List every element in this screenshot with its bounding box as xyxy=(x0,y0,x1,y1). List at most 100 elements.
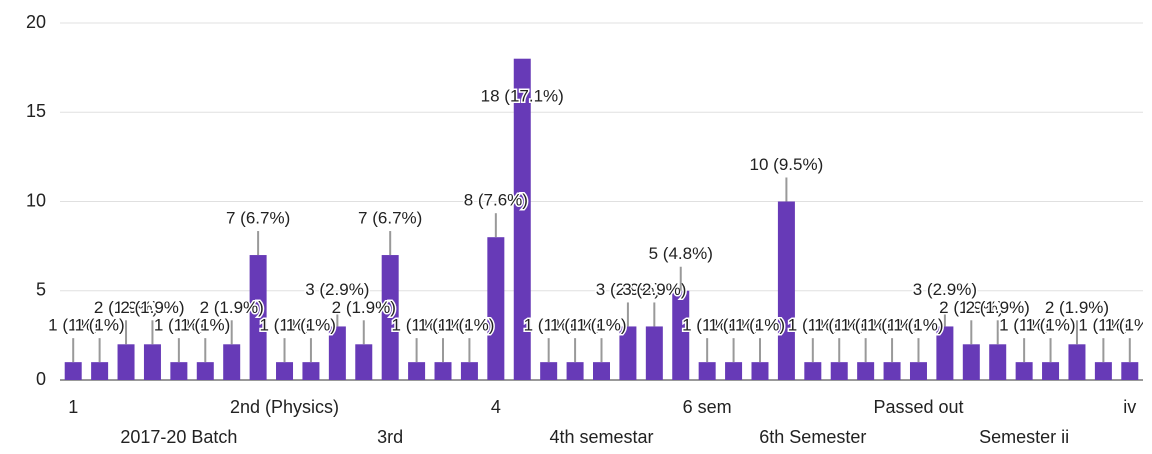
x-tick-label: Passed out xyxy=(873,397,963,417)
value-label: 1 (1%) xyxy=(524,316,574,335)
bar xyxy=(619,326,637,380)
value-label: 1 (1%) xyxy=(893,316,943,335)
value-label: 3 (2.9%) xyxy=(596,280,660,299)
bars xyxy=(64,58,1139,380)
bar xyxy=(276,362,294,380)
bar xyxy=(223,344,241,380)
value-label: 1 (1%) xyxy=(735,316,785,335)
bar xyxy=(962,344,980,380)
value-label: 5 (4.8%) xyxy=(649,244,713,263)
value-label: 1 (1%) xyxy=(550,316,600,335)
value-label: 1 (1%) xyxy=(814,316,864,335)
bar xyxy=(830,362,848,380)
value-label: 1 (1%) xyxy=(867,316,917,335)
bar xyxy=(513,58,531,380)
bar xyxy=(196,362,214,380)
value-label: 1 (1%) xyxy=(1078,316,1128,335)
value-label: 1 (1%) xyxy=(841,316,891,335)
value-label: 1 (1%) xyxy=(259,316,309,335)
value-label: 1 (1%) xyxy=(682,316,732,335)
bar xyxy=(143,344,161,380)
bar xyxy=(91,362,109,380)
bar xyxy=(1068,344,1086,380)
value-label: 1 (1%) xyxy=(48,316,98,335)
y-tick-label: 20 xyxy=(26,12,46,32)
value-label: 1 (1%) xyxy=(999,316,1049,335)
bar xyxy=(645,326,663,380)
bar xyxy=(381,255,399,380)
value-label: 2 (1.9%) xyxy=(939,298,1003,317)
bar xyxy=(593,362,610,380)
value-label: 2 (1.9%) xyxy=(94,298,158,317)
value-label: 18 (17.1%) xyxy=(481,86,564,105)
value-label: 1 (1%) xyxy=(788,316,838,335)
value-label: 7 (6.7%) xyxy=(226,209,290,228)
x-tick-label: 3rd xyxy=(377,427,403,447)
bar xyxy=(408,362,426,380)
x-tick-label: 4th semestar xyxy=(549,427,653,447)
x-tick-label: 2nd (Physics) xyxy=(230,397,339,417)
value-label: 1 (1%) xyxy=(75,316,125,335)
value-label: 10 (9.5%) xyxy=(750,155,824,174)
value-label: 1 (1%) xyxy=(154,316,204,335)
bar xyxy=(487,237,505,380)
bar xyxy=(540,362,558,380)
value-label: 3 (2.9%) xyxy=(305,280,369,299)
bar xyxy=(883,362,901,380)
value-labels: 1 (1%)1 (1%)2 (1.9%)2 (1.9%)1 (1%)1 (1%)… xyxy=(47,85,1152,363)
value-label: 1 (1%) xyxy=(392,316,442,335)
value-label: 7 (6.7%) xyxy=(358,209,422,228)
bar xyxy=(64,362,82,380)
x-tick-label: 1 xyxy=(68,397,78,417)
value-label: 1 (1%) xyxy=(1026,316,1076,335)
x-tick-label: iv xyxy=(1123,397,1136,417)
value-label: 1 (1%) xyxy=(286,316,336,335)
y-tick-label: 5 xyxy=(36,280,46,300)
value-label: 1 (1%) xyxy=(418,316,468,335)
value-label: 1 (1%) xyxy=(444,316,494,335)
y-tick-label: 10 xyxy=(26,190,46,210)
bar xyxy=(328,326,346,380)
bar xyxy=(672,290,690,380)
bar xyxy=(777,201,795,380)
bar xyxy=(302,362,320,380)
value-label: 1 (1%) xyxy=(1105,316,1152,335)
x-tick-label: 6th Semester xyxy=(759,427,866,447)
bar xyxy=(434,362,452,380)
value-label: 2 (1.9%) xyxy=(966,298,1030,317)
bar xyxy=(751,362,769,380)
y-tick-label: 0 xyxy=(36,369,46,389)
bar xyxy=(460,362,478,380)
bar xyxy=(909,362,927,380)
bar xyxy=(698,362,716,380)
x-tick-label: 2017-20 Batch xyxy=(120,427,237,447)
x-tick-label: 6 sem xyxy=(683,397,732,417)
value-label: 1 (1%) xyxy=(709,316,759,335)
value-label: 3 (2.9%) xyxy=(622,280,686,299)
value-label: 3 (2.9%) xyxy=(913,280,977,299)
bar xyxy=(857,362,875,380)
bar xyxy=(117,344,135,380)
bar xyxy=(1121,362,1139,380)
value-label: 1 (1%) xyxy=(180,316,230,335)
bar xyxy=(936,326,954,380)
y-tick-label: 15 xyxy=(26,101,46,121)
x-tick-label: 4 xyxy=(491,397,501,417)
bar xyxy=(1094,362,1112,380)
value-label: 8 (7.6%) xyxy=(464,191,528,210)
value-label: 2 (1.9%) xyxy=(200,298,264,317)
bar xyxy=(355,344,373,380)
bar xyxy=(566,362,584,380)
value-label: 2 (1.9%) xyxy=(1045,298,1109,317)
value-label: 2 (1.9%) xyxy=(120,298,184,317)
bar xyxy=(725,362,743,380)
bar xyxy=(170,362,188,380)
bar xyxy=(1042,362,1060,380)
bar xyxy=(989,344,1007,380)
bar xyxy=(804,362,822,380)
x-tick-label: Semester ii xyxy=(979,427,1069,447)
value-label: 1 (1%) xyxy=(576,316,626,335)
bar xyxy=(1015,362,1033,380)
value-label: 2 (1.9%) xyxy=(332,298,396,317)
